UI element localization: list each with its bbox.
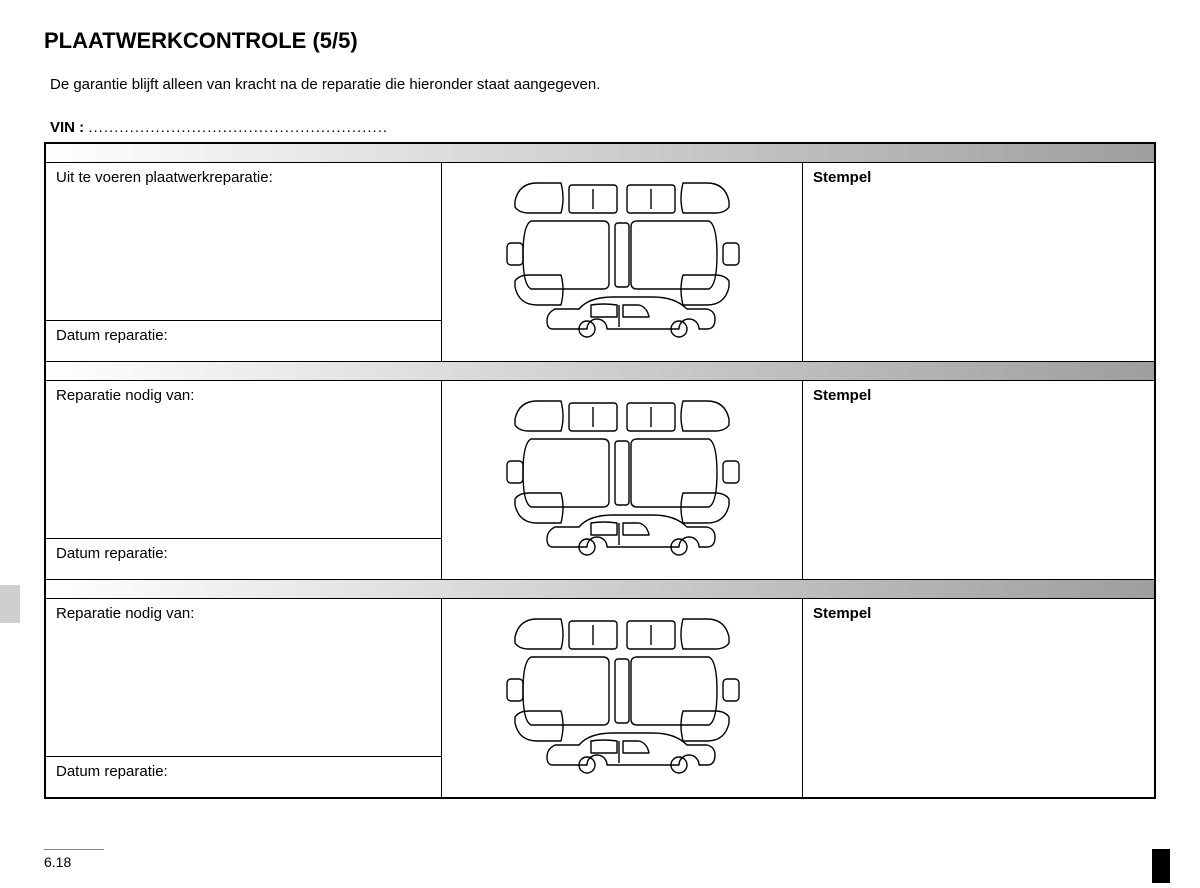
repair-description-cell: Reparatie nodig van: [46, 381, 441, 538]
bodywork-form-table: Uit te voeren plaatwerkreparatie: Datum … [44, 142, 1156, 799]
car-body-diagram-icon [477, 613, 767, 783]
car-body-diagram-icon [477, 177, 767, 347]
repair-date-cell: Datum reparatie: [46, 756, 441, 797]
diagram-cell [442, 599, 803, 797]
section-divider [46, 144, 1154, 163]
form-row: Reparatie nodig van: Datum reparatie: St… [46, 381, 1154, 579]
page-title: PLAATWERKCONTROLE (5/5) [44, 28, 1156, 54]
diagram-cell [442, 381, 803, 579]
page-number: 6.18 [44, 849, 104, 870]
repair-date-cell: Datum reparatie: [46, 320, 441, 361]
vin-line: VIN : ..................................… [44, 119, 1156, 136]
title-suffix: (5/5) [312, 28, 357, 53]
section-divider [46, 361, 1154, 381]
page-edge-marker [1152, 849, 1170, 883]
repair-date-cell: Datum reparatie: [46, 538, 441, 579]
stamp-cell: Stempel [803, 381, 1154, 579]
diagram-cell [442, 163, 803, 361]
repair-description-cell: Reparatie nodig van: [46, 599, 441, 756]
title-main: PLAATWERKCONTROLE [44, 28, 306, 53]
stamp-cell: Stempel [803, 163, 1154, 361]
manual-page: PLAATWERKCONTROLE (5/5) De garantie blij… [0, 0, 1200, 888]
section-divider [46, 579, 1154, 599]
left-column: Uit te voeren plaatwerkreparatie: Datum … [46, 163, 442, 361]
form-row: Reparatie nodig van: Datum reparatie: St… [46, 599, 1154, 797]
side-index-tab [0, 585, 20, 623]
form-row: Uit te voeren plaatwerkreparatie: Datum … [46, 163, 1154, 361]
left-column: Reparatie nodig van: Datum reparatie: [46, 381, 442, 579]
vin-label: VIN : [50, 119, 84, 136]
intro-text: De garantie blijft alleen van kracht na … [44, 76, 1156, 93]
left-column: Reparatie nodig van: Datum reparatie: [46, 599, 442, 797]
repair-description-cell: Uit te voeren plaatwerkreparatie: [46, 163, 441, 320]
vin-dots: ........................................… [88, 119, 388, 136]
car-body-diagram-icon [477, 395, 767, 565]
stamp-cell: Stempel [803, 599, 1154, 797]
